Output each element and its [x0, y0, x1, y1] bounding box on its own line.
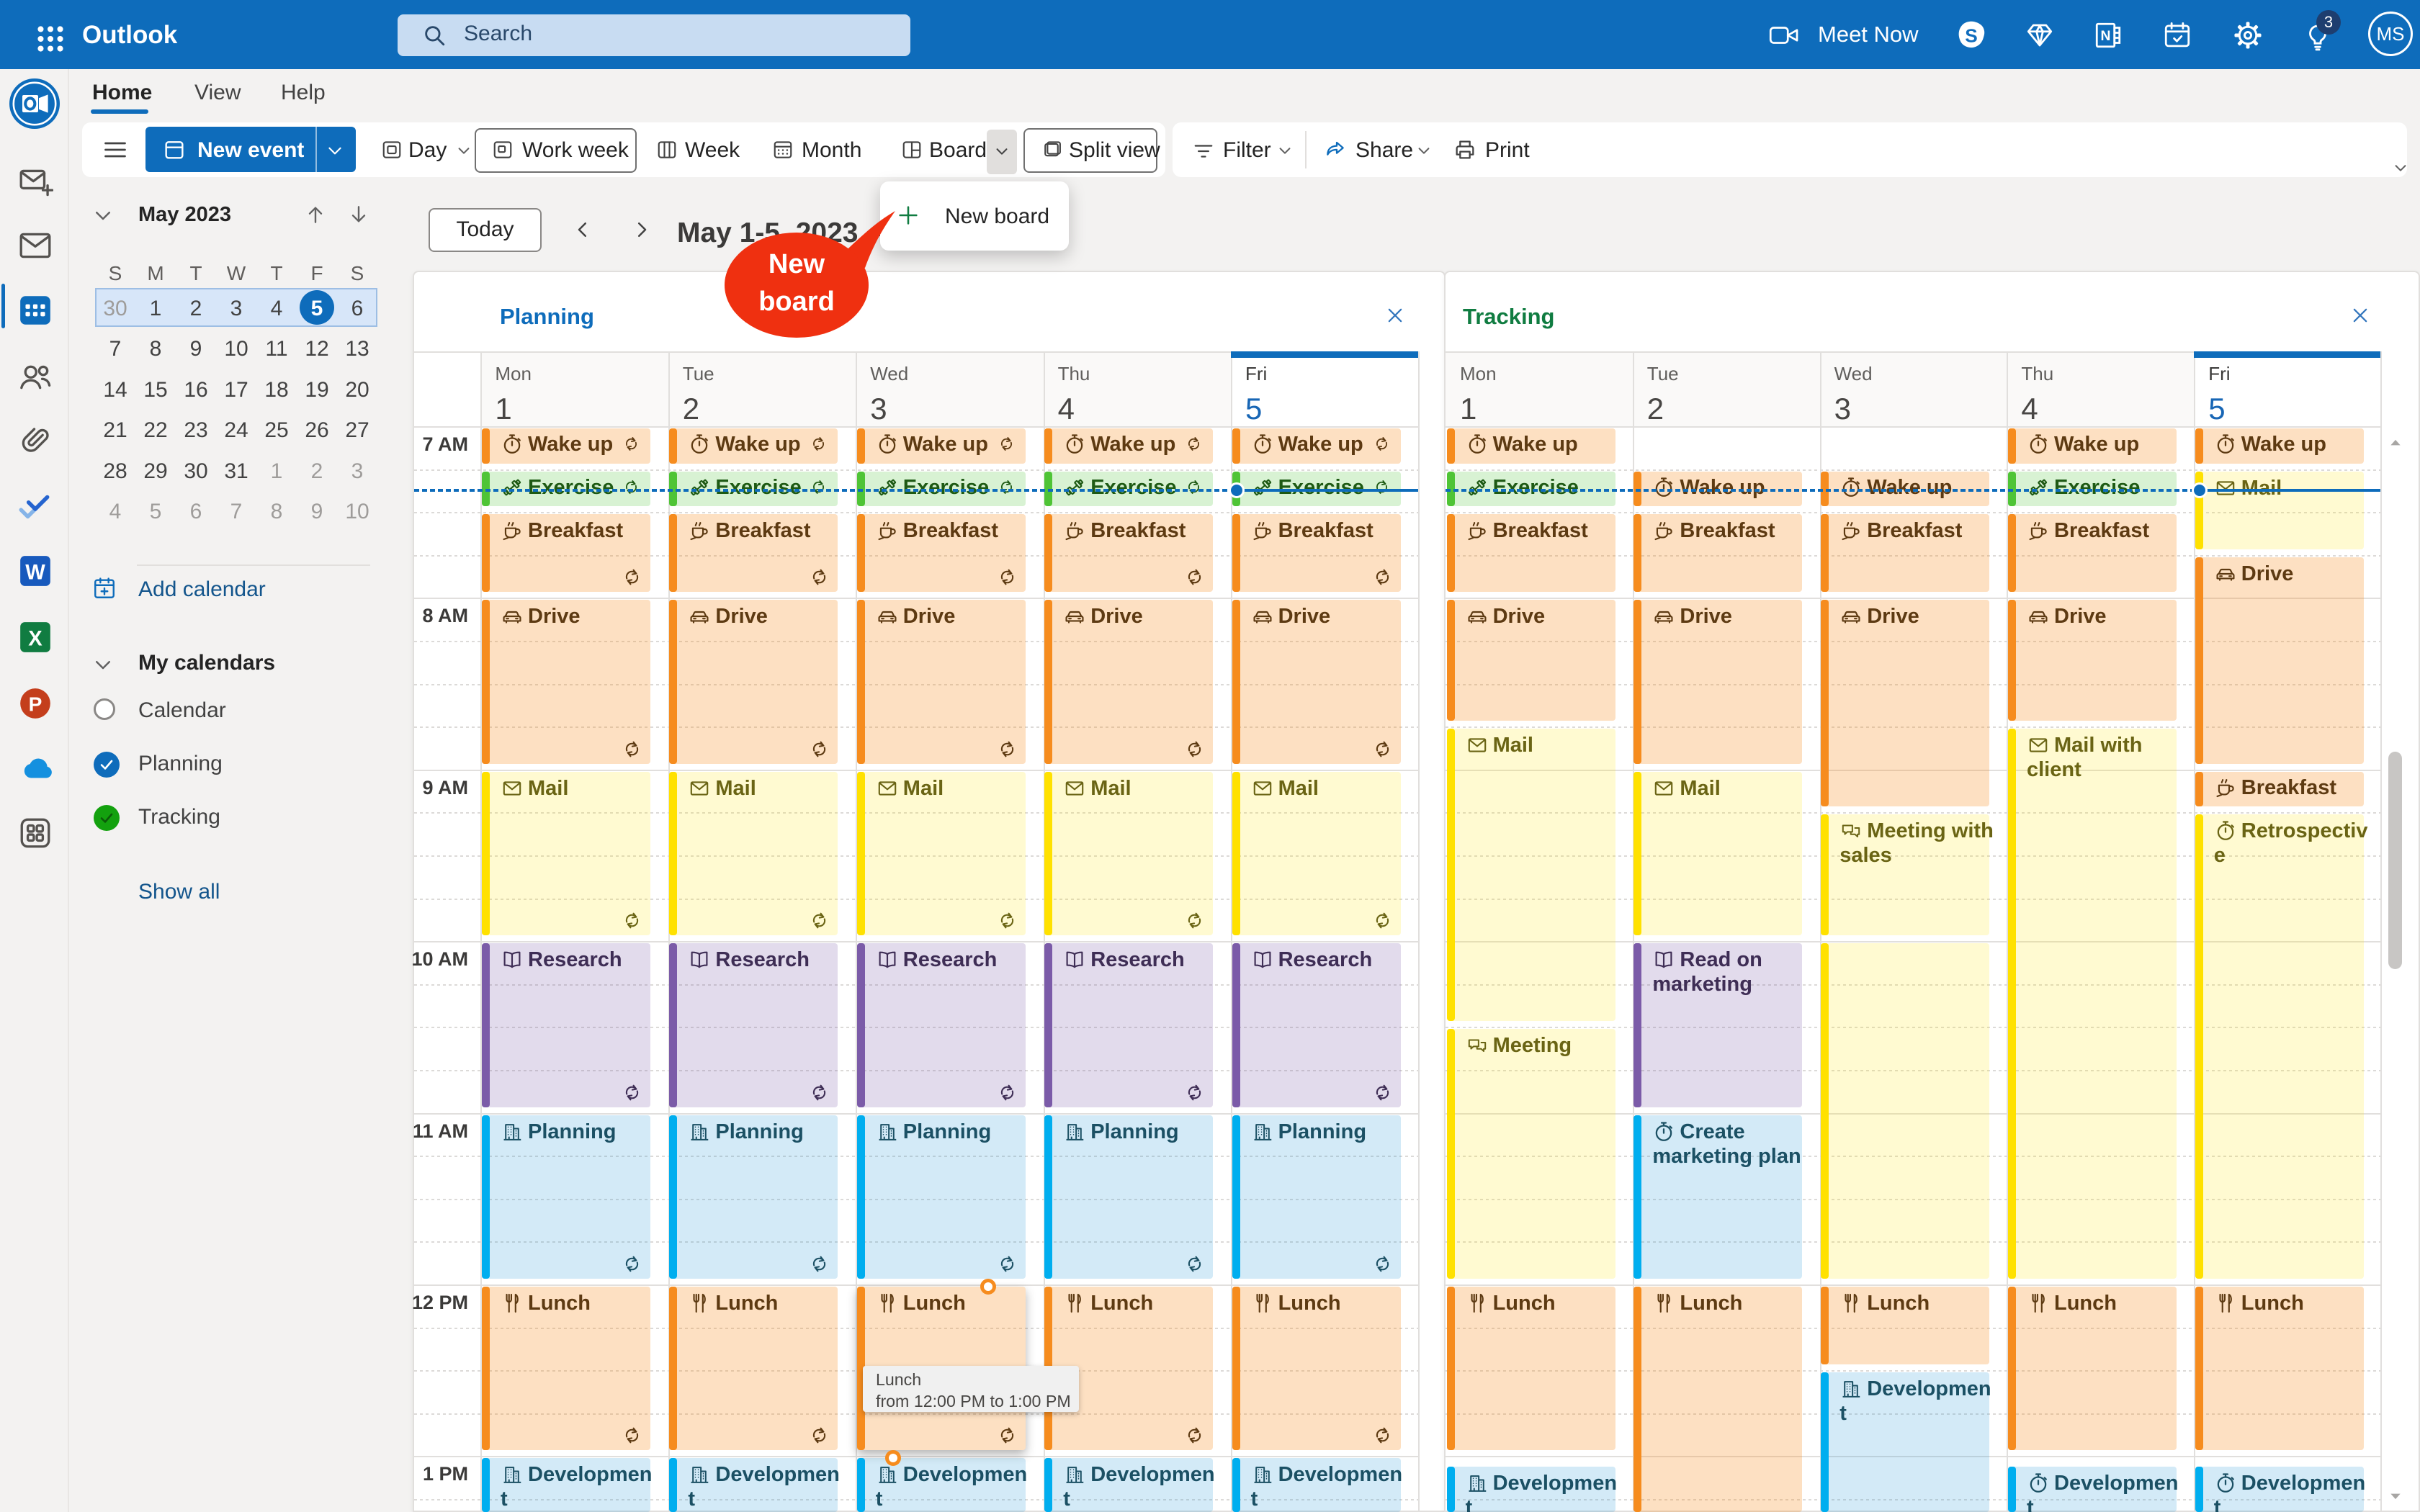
svg-text:S: S [1965, 24, 1978, 46]
svg-text:X: X [28, 627, 42, 650]
svg-text:W: W [25, 561, 45, 584]
svg-text:P: P [29, 693, 42, 715]
svg-text:New: New [768, 249, 825, 279]
svg-text:N: N [2101, 29, 2111, 44]
svg-text:board: board [758, 287, 835, 317]
